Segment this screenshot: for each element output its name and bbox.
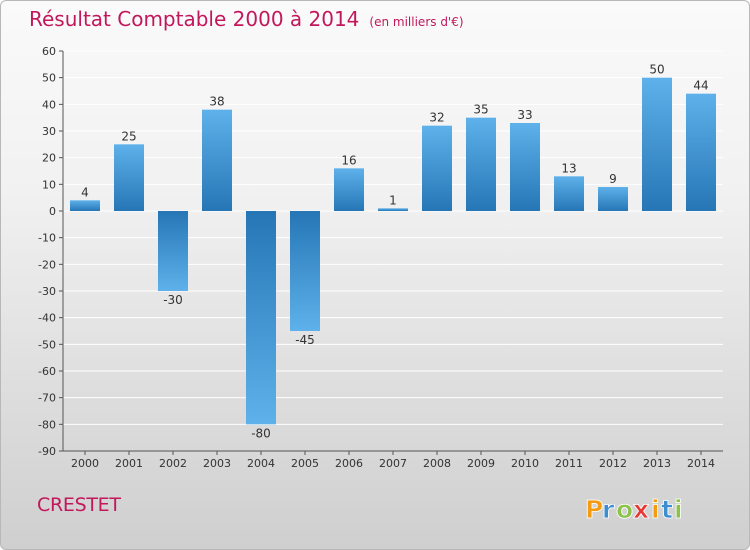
logo-letter: t	[661, 495, 673, 524]
y-tick-label: 0	[49, 205, 56, 218]
bar-2006	[334, 168, 364, 211]
x-tick-label: 2006	[335, 457, 363, 470]
value-label: -45	[295, 333, 315, 347]
y-tick-label: 20	[42, 152, 56, 165]
x-tick-label: 2014	[687, 457, 715, 470]
value-label: 50	[649, 63, 664, 77]
y-tick-label: 50	[42, 72, 56, 85]
bar-2013	[642, 77, 672, 212]
y-tick-label: 10	[42, 178, 56, 191]
commune-name: CRESTET	[37, 494, 121, 516]
bar-2002	[158, 211, 188, 291]
x-tick-label: 2010	[511, 457, 539, 470]
axis-layer: 6050403020100-10-20-30-40-50-60-70-80-90…	[38, 45, 723, 470]
y-tick-label: -10	[38, 232, 56, 245]
bar-2005	[290, 211, 320, 331]
bar-2003	[202, 109, 232, 211]
value-label: 4	[81, 185, 89, 199]
value-label: -30	[163, 293, 183, 307]
y-tick-label: -90	[38, 445, 56, 458]
x-tick-label: 2004	[247, 457, 275, 470]
value-label: 38	[209, 95, 224, 109]
y-tick-label: 40	[42, 98, 56, 111]
value-label: 35	[473, 103, 488, 117]
value-label: 33	[517, 108, 532, 122]
chart-title: Résultat Comptable 2000 à 2014 (en millie…	[29, 7, 464, 31]
bar-2011	[554, 176, 584, 211]
chart-subtitle: (en milliers d'€)	[369, 15, 464, 29]
y-tick-label: -70	[38, 392, 56, 405]
bars-layer: 4 25 -30 38 -80 -45 16 1 32 35 33 13 9 50 44	[70, 63, 716, 440]
x-tick-label: 2009	[467, 457, 495, 470]
value-label: -80	[251, 426, 271, 440]
x-tick-label: 2001	[115, 457, 143, 470]
x-tick-label: 2000	[71, 457, 99, 470]
logo-letter: r	[602, 495, 615, 524]
x-tick-label: 2005	[291, 457, 319, 470]
x-tick-label: 2013	[643, 457, 671, 470]
chart-title-text: Résultat Comptable 2000 à 2014	[29, 7, 360, 31]
bar-2012	[598, 187, 628, 211]
bar-2007	[378, 208, 408, 211]
y-tick-label: -80	[38, 418, 56, 431]
bar-2014	[686, 93, 716, 211]
logo-letter: i	[651, 495, 660, 524]
bar-2010	[510, 123, 540, 211]
value-label: 16	[341, 153, 356, 167]
x-tick-label: 2012	[599, 457, 627, 470]
logo-letter: i	[674, 495, 683, 524]
logo-letter: P	[585, 495, 603, 524]
y-tick-label: -60	[38, 365, 56, 378]
bar-2009	[466, 117, 496, 211]
y-tick-label: -50	[38, 338, 56, 351]
bar-2008	[422, 125, 452, 211]
logo-letter: o	[616, 495, 633, 524]
x-tick-label: 2008	[423, 457, 451, 470]
value-label: 44	[693, 79, 708, 93]
logo-letter: x	[633, 495, 649, 524]
value-label: 25	[121, 129, 136, 143]
bar-2000	[70, 200, 100, 211]
bar-2004	[246, 211, 276, 425]
y-tick-label: -40	[38, 312, 56, 325]
x-tick-label: 2007	[379, 457, 407, 470]
x-tick-label: 2002	[159, 457, 187, 470]
value-label: 1	[389, 193, 397, 207]
y-tick-label: 30	[42, 125, 56, 138]
value-label: 32	[429, 111, 444, 125]
value-label: 13	[561, 161, 576, 175]
value-label: 9	[609, 172, 617, 186]
proxiti-logo: Pr o x i t i	[585, 495, 683, 525]
y-tick-label: 60	[42, 45, 56, 58]
x-tick-label: 2011	[555, 457, 583, 470]
x-tick-label: 2003	[203, 457, 231, 470]
y-tick-label: -30	[38, 285, 56, 298]
y-tick-label: -20	[38, 258, 56, 271]
bar-2001	[114, 144, 144, 211]
